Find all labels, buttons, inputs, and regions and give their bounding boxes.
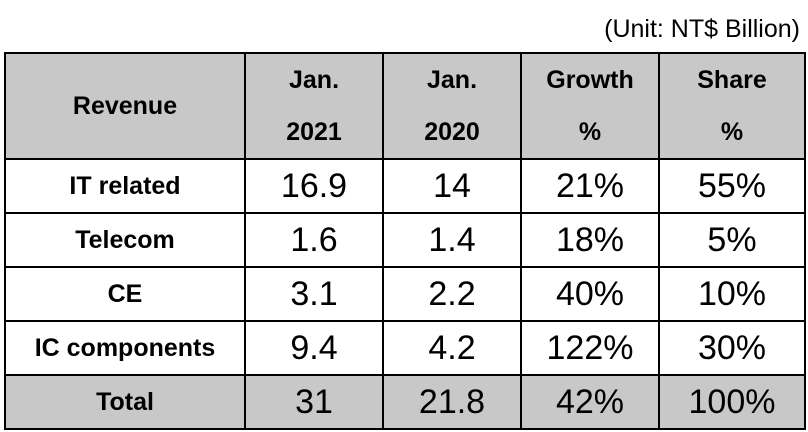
- cell-share: 30%: [658, 320, 806, 376]
- header-jan-2021-line-2: 2021: [286, 118, 342, 146]
- cell-jan-2021: 9.4: [244, 320, 384, 376]
- header-jan-2020-line-1: Jan.: [426, 66, 478, 94]
- table-row-telecom: Telecom 1.6 1.4 18% 5%: [4, 212, 806, 268]
- header-growth-line-1: Growth: [546, 66, 634, 94]
- cell-jan-2021: 31: [244, 374, 384, 430]
- revenue-table: Revenue Jan. 2021 Jan. 2020 Growth % Sha…: [4, 52, 806, 430]
- cell-growth: 18%: [520, 212, 660, 268]
- row-label: CE: [4, 266, 246, 322]
- cell-share: 5%: [658, 212, 806, 268]
- header-share-line-1: Share: [697, 66, 767, 94]
- header-growth: Growth %: [520, 52, 660, 160]
- cell-jan-2020: 14: [382, 158, 522, 214]
- cell-growth: 122%: [520, 320, 660, 376]
- table-row-total: Total 31 21.8 42% 100%: [4, 374, 806, 430]
- header-growth-line-2: %: [578, 118, 602, 146]
- row-label: IT related: [4, 158, 246, 214]
- cell-jan-2020: 21.8: [382, 374, 522, 430]
- header-jan-2021: Jan. 2021: [244, 52, 384, 160]
- cell-growth: 42%: [520, 374, 660, 430]
- header-row: Revenue Jan. 2021 Jan. 2020 Growth % Sha…: [4, 52, 806, 160]
- cell-jan-2020: 2.2: [382, 266, 522, 322]
- cell-share: 10%: [658, 266, 806, 322]
- cell-jan-2021: 16.9: [244, 158, 384, 214]
- header-share-line-2: %: [720, 118, 744, 146]
- header-revenue-line-1: Revenue: [72, 92, 178, 120]
- cell-jan-2020: 1.4: [382, 212, 522, 268]
- table-row-ce: CE 3.1 2.2 40% 10%: [4, 266, 806, 322]
- row-label: IC components: [4, 320, 246, 376]
- cell-jan-2021: 3.1: [244, 266, 384, 322]
- header-jan-2020: Jan. 2020: [382, 52, 522, 160]
- header-jan-2020-line-2: 2020: [424, 118, 480, 146]
- cell-growth: 21%: [520, 158, 660, 214]
- header-revenue: Revenue: [4, 52, 246, 160]
- cell-share: 100%: [658, 374, 806, 430]
- row-label: Total: [4, 374, 246, 430]
- row-label: Telecom: [4, 212, 246, 268]
- cell-growth: 40%: [520, 266, 660, 322]
- header-share: Share %: [658, 52, 806, 160]
- table-row-it-related: IT related 16.9 14 21% 55%: [4, 158, 806, 214]
- table-row-ic-components: IC components 9.4 4.2 122% 30%: [4, 320, 806, 376]
- cell-share: 55%: [658, 158, 806, 214]
- cell-jan-2020: 4.2: [382, 320, 522, 376]
- unit-label: (Unit: NT$ Billion): [604, 15, 800, 43]
- header-jan-2021-line-1: Jan.: [288, 66, 340, 94]
- cell-jan-2021: 1.6: [244, 212, 384, 268]
